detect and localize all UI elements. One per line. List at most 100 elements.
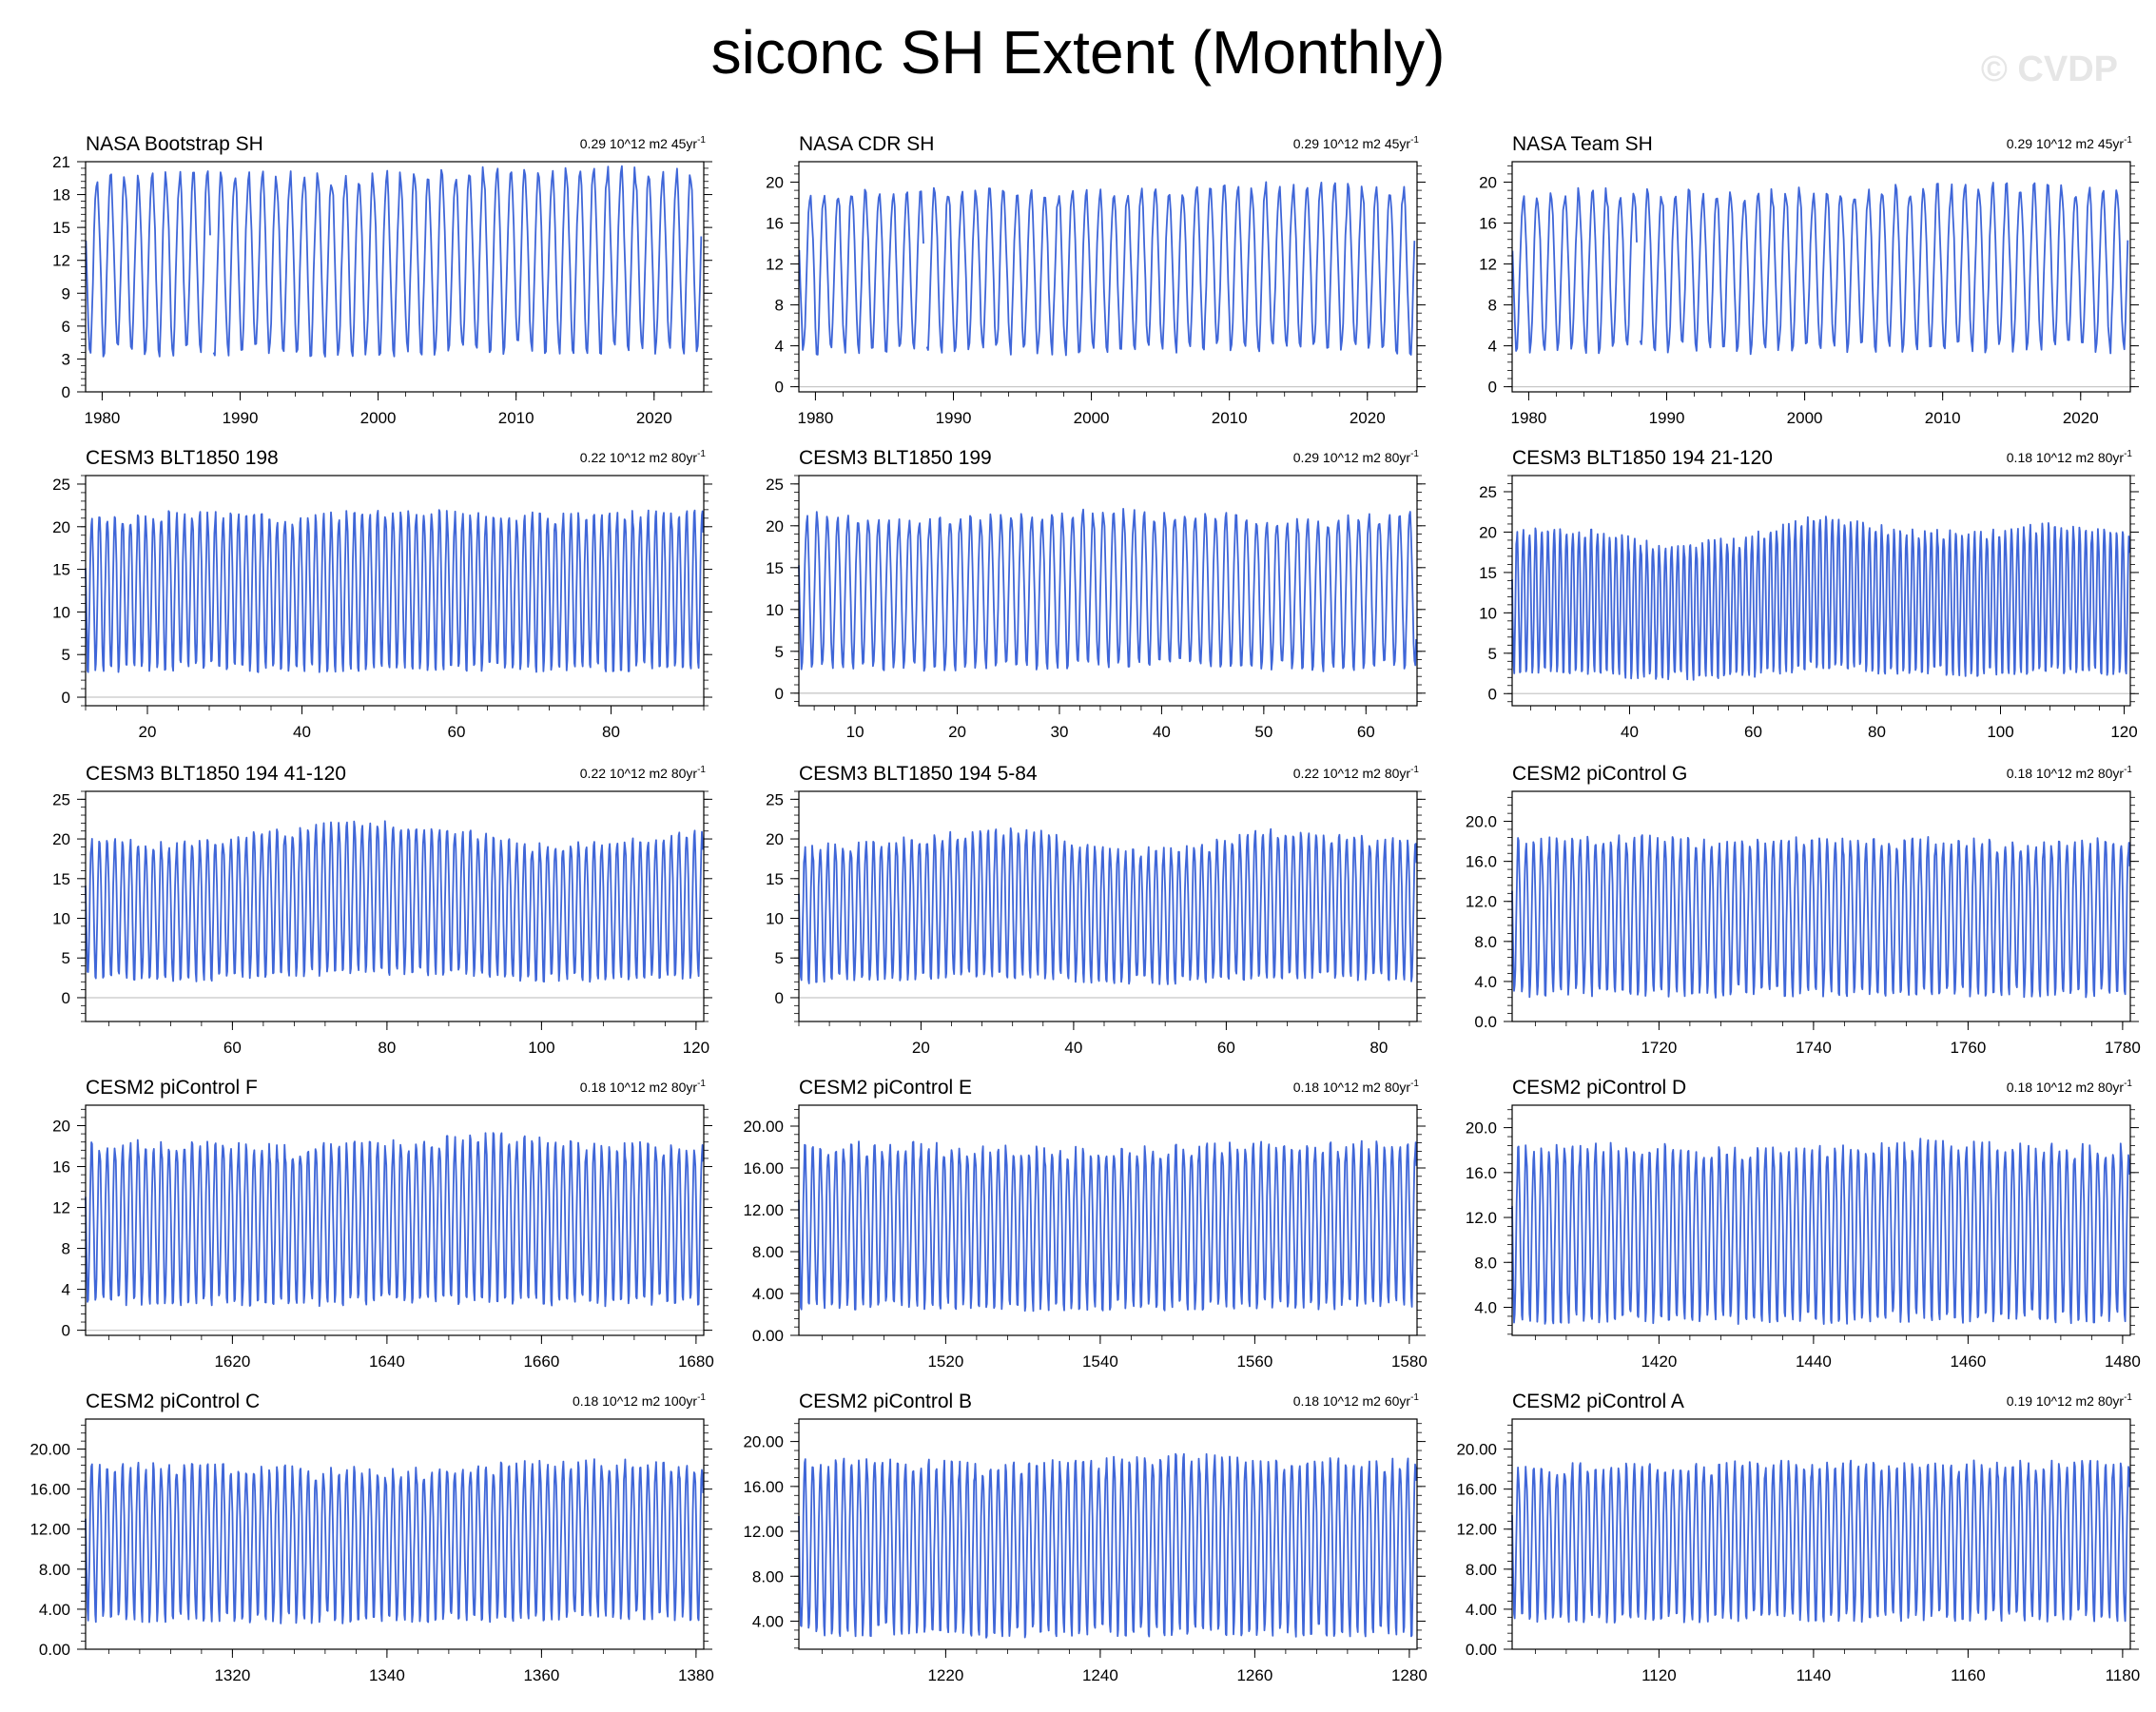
y-tick-label: 10 xyxy=(766,910,784,928)
y-tick-label: 25 xyxy=(52,476,70,494)
trend-text: 0.29 10^12 m2 45yr xyxy=(580,136,698,151)
trend-label: 0.29 10^12 m2 80yr-1 xyxy=(1293,449,1420,465)
y-tick-label: 10 xyxy=(52,603,70,621)
x-tick-label: 2010 xyxy=(1212,409,1248,427)
trend-label: 0.18 10^12 m2 80yr-1 xyxy=(2007,765,2133,781)
x-tick-label: 80 xyxy=(378,1039,396,1057)
y-tick-label: 16.0 xyxy=(1466,1164,1497,1182)
y-tick-label: 12 xyxy=(1479,256,1497,274)
series-line xyxy=(85,1132,705,1308)
x-tick-label: 80 xyxy=(1868,723,1886,741)
panel-title: CESM3 BLT1850 194 21-120 xyxy=(1512,447,1773,469)
plot-frame xyxy=(798,1104,1418,1336)
y-tick-label: 25 xyxy=(52,790,70,808)
x-tick-label: 1160 xyxy=(1951,1666,1986,1684)
y-tick-label: 15 xyxy=(52,561,70,579)
x-tick-label: 2010 xyxy=(498,409,534,427)
x-tick-label: 1540 xyxy=(1082,1352,1118,1371)
y-tick-label: 15 xyxy=(52,870,70,888)
y-tick-label: 10 xyxy=(766,601,784,619)
y-tick-label: 15 xyxy=(766,870,784,888)
chart-panel: CESM2 piControl A 0.19 10^12 m2 80yr-1 0.0… xyxy=(1456,1391,2140,1684)
x-tick-label: 1740 xyxy=(1796,1039,1832,1057)
trend-label: 0.22 10^12 m2 80yr-1 xyxy=(580,765,707,781)
trend-text: 0.18 10^12 m2 80yr xyxy=(2007,1080,2125,1095)
x-tick-label: 20 xyxy=(948,723,966,741)
panel-title: CESM2 piControl A xyxy=(1512,1391,1684,1412)
y-tick-label: 20 xyxy=(52,1118,70,1136)
x-tick-label: 1660 xyxy=(523,1352,559,1371)
series-line xyxy=(1511,516,2131,681)
trend-text: 0.18 10^12 m2 80yr xyxy=(2007,450,2125,465)
y-tick-label: 8.0 xyxy=(1474,933,1497,951)
trend-text: 0.18 10^12 m2 100yr xyxy=(573,1393,697,1409)
trend-label: 0.18 10^12 m2 80yr-1 xyxy=(1293,1079,1420,1095)
x-tick-label: 1420 xyxy=(1641,1352,1677,1371)
y-tick-label: 12.0 xyxy=(1466,1209,1497,1227)
x-tick-label: 40 xyxy=(1621,723,1639,741)
trend-exponent: -1 xyxy=(2124,1392,2132,1403)
y-tick-label: 5 xyxy=(62,646,70,664)
chart-panel: NASA Team SH 0.29 10^12 m2 45yr-1 0 4 8 12 16 2… xyxy=(1479,133,2139,427)
y-tick-label: 0 xyxy=(1488,379,1497,397)
chart-panel: CESM3 BLT1850 199 0.29 10^12 m2 80yr-1 0 5 1… xyxy=(766,447,1426,741)
trend-label: 0.18 10^12 m2 80yr-1 xyxy=(580,1079,707,1095)
x-tick-label: 1640 xyxy=(369,1352,405,1371)
x-tick-label: 1120 xyxy=(1641,1666,1677,1684)
chart-panel: CESM3 BLT1850 198 0.22 10^12 m2 80yr-1 0 5 1… xyxy=(52,447,712,741)
x-tick-label: 2000 xyxy=(1787,409,1823,427)
y-tick-label: 20.00 xyxy=(743,1118,784,1136)
x-tick-label: 80 xyxy=(602,723,620,741)
chart-panel: CESM2 piControl E 0.18 10^12 m2 80yr-1 0.0… xyxy=(743,1077,1427,1371)
x-tick-label: 40 xyxy=(293,723,311,741)
series-line xyxy=(798,827,1418,985)
x-tick-label: 60 xyxy=(223,1039,242,1057)
y-tick-label: 4 xyxy=(1488,338,1497,356)
chart-panel: CESM3 BLT1850 194 41-120 0.22 10^12 m2 80… xyxy=(52,763,712,1057)
y-tick-label: 20.00 xyxy=(743,1433,784,1451)
chart-panel: CESM3 BLT1850 194 21-120 0.18 10^12 m2 80… xyxy=(1479,447,2139,741)
y-tick-label: 8 xyxy=(62,1240,70,1258)
y-tick-label: 15 xyxy=(766,559,784,577)
y-tick-label: 10 xyxy=(52,910,70,928)
x-tick-label: 10 xyxy=(846,723,864,741)
x-tick-label: 20 xyxy=(912,1039,930,1057)
y-tick-label: 4.0 xyxy=(1474,973,1497,991)
y-tick-label: 4 xyxy=(775,338,784,356)
y-tick-label: 25 xyxy=(1479,483,1497,501)
y-tick-label: 8.00 xyxy=(752,1567,784,1586)
y-tick-label: 0.00 xyxy=(39,1641,70,1659)
trend-text: 0.19 10^12 m2 80yr xyxy=(2007,1393,2125,1409)
trend-label: 0.18 10^12 m2 80yr-1 xyxy=(2007,449,2133,465)
chart-panel: CESM2 piControl G 0.18 10^12 m2 80yr-1 0.0… xyxy=(1466,763,2141,1057)
panel-title: CESM2 piControl F xyxy=(86,1077,258,1099)
y-tick-label: 3 xyxy=(62,350,70,368)
trend-label: 0.19 10^12 m2 80yr-1 xyxy=(2007,1392,2133,1409)
y-tick-label: 6 xyxy=(62,318,70,336)
plot-frame xyxy=(85,1104,705,1336)
series-line xyxy=(85,820,705,983)
trend-exponent: -1 xyxy=(697,1392,706,1403)
y-tick-label: 20 xyxy=(766,830,784,848)
x-tick-label: 1760 xyxy=(1950,1039,1986,1057)
y-tick-label: 12.00 xyxy=(743,1201,784,1219)
x-tick-label: 2020 xyxy=(636,409,672,427)
y-tick-label: 21 xyxy=(52,153,70,171)
x-tick-label: 40 xyxy=(1153,723,1171,741)
y-tick-label: 15 xyxy=(52,219,70,237)
panel-title: NASA Team SH xyxy=(1512,133,1653,155)
chart-panel: CESM2 piControl D 0.18 10^12 m2 80yr-1 4.0… xyxy=(1466,1077,2141,1371)
series-line xyxy=(85,1458,705,1624)
trend-exponent: -1 xyxy=(2124,135,2132,146)
y-tick-label: 20.00 xyxy=(1456,1441,1497,1459)
plot-frame xyxy=(798,475,1418,707)
x-tick-label: 50 xyxy=(1254,723,1272,741)
x-tick-label: 1260 xyxy=(1236,1666,1272,1684)
x-tick-label: 60 xyxy=(1217,1039,1235,1057)
plot-frame xyxy=(85,161,705,393)
panel-title: NASA CDR SH xyxy=(799,133,934,155)
y-tick-label: 12 xyxy=(52,1199,70,1217)
y-tick-label: 8.00 xyxy=(752,1243,784,1261)
y-tick-label: 16.00 xyxy=(743,1159,784,1177)
trend-label: 0.22 10^12 m2 80yr-1 xyxy=(580,449,707,465)
